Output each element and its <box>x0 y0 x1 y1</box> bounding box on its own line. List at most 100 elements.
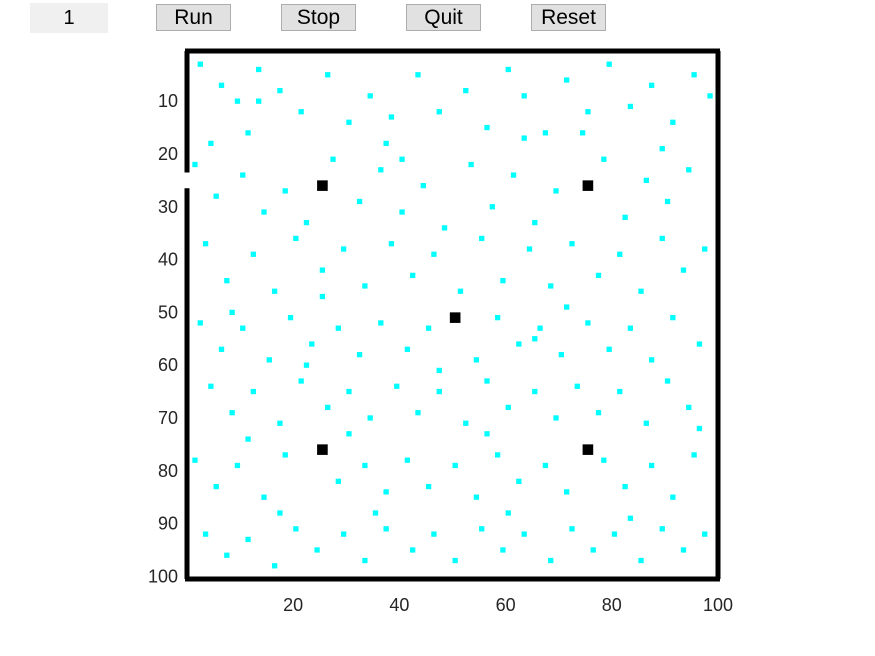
particle-cell <box>245 536 251 543</box>
particle-cell <box>415 410 421 416</box>
particle-cell <box>579 130 586 136</box>
particle-cell <box>617 251 623 257</box>
particle-cell <box>484 124 490 131</box>
particle-cell <box>659 526 665 532</box>
x-tick-label: 60 <box>496 595 516 615</box>
particle-cell <box>325 404 331 411</box>
particle-cell <box>202 531 209 537</box>
particle-cell <box>463 87 469 94</box>
particle-cell <box>192 457 198 463</box>
particle-cell <box>197 61 203 67</box>
particle-cell <box>548 557 554 564</box>
particle-cell <box>670 494 676 500</box>
particle-cell <box>208 140 214 147</box>
particle-cell <box>532 219 538 226</box>
particle-cell <box>441 225 448 231</box>
particle-cell <box>362 557 368 564</box>
iteration-counter: 1 <box>30 3 108 33</box>
particle-cell <box>404 457 411 463</box>
particle-cell <box>213 193 219 199</box>
x-tick-label: 80 <box>602 595 622 615</box>
particle-cell <box>415 72 421 78</box>
source-cell <box>449 312 461 323</box>
particle-cell <box>192 161 198 168</box>
particle-cell <box>484 431 490 437</box>
particle-cell <box>309 341 315 347</box>
particle-cell <box>367 415 373 421</box>
source-layer <box>317 180 594 455</box>
particle-cell <box>234 98 241 104</box>
particle-cell <box>670 119 676 125</box>
particle-cell <box>383 140 389 147</box>
source-cell <box>317 444 328 455</box>
particle-cell <box>659 146 665 152</box>
particle-cell <box>330 156 336 162</box>
y-axis-ticks: 10 20 30 40 50 60 70 80 90 100 <box>148 91 178 586</box>
particle-cell <box>383 526 389 532</box>
particle-cell <box>680 267 687 273</box>
particle-cell <box>532 388 538 395</box>
particle-cell <box>479 526 485 532</box>
particle-cell <box>648 357 655 363</box>
particle-cell <box>399 209 405 215</box>
particle-cell <box>590 547 596 553</box>
particle-cell <box>595 410 602 416</box>
particle-cell <box>340 246 347 252</box>
particle-cell <box>532 336 538 342</box>
particle-cell <box>234 462 241 469</box>
particle-cell <box>473 494 480 500</box>
particle-cell <box>585 109 591 115</box>
particle-cell <box>659 235 665 242</box>
particle-cell <box>564 77 570 83</box>
particle-cell <box>229 410 235 416</box>
particle-cell <box>702 246 708 252</box>
particle-cell <box>335 325 341 331</box>
particle-cell <box>505 404 511 411</box>
particle-cell <box>261 209 267 215</box>
particle-cell <box>208 383 214 389</box>
particle-cell <box>340 531 347 537</box>
particle-cell <box>378 320 384 326</box>
particle-cell <box>670 315 676 321</box>
particle-cell <box>564 489 570 495</box>
particle-cell <box>356 198 363 205</box>
particle-cell <box>224 552 230 558</box>
particle-cell <box>277 420 283 426</box>
particle-cell <box>526 246 533 252</box>
particle-cell <box>617 388 623 395</box>
y-tick-label: 30 <box>158 197 178 217</box>
particle-cell <box>250 388 257 395</box>
particle-cell <box>298 378 304 384</box>
particle-cell <box>595 272 602 279</box>
stop-button[interactable]: Stop <box>281 4 356 31</box>
particle-cell <box>707 93 713 99</box>
particle-cell <box>346 119 352 125</box>
particle-cell <box>245 436 251 442</box>
particle-cell <box>627 325 634 331</box>
particle-cell <box>282 188 288 194</box>
particle-cell <box>277 510 283 516</box>
particle-cell <box>319 293 326 300</box>
particle-cell <box>356 351 363 358</box>
reset-button[interactable]: Reset <box>531 4 606 31</box>
run-button[interactable]: Run <box>156 4 231 31</box>
particle-cell <box>569 526 575 532</box>
particle-cell <box>468 161 474 168</box>
particle-cell <box>569 241 575 247</box>
particle-cell <box>643 420 649 426</box>
particle-cell <box>394 383 400 389</box>
particle-cell <box>197 320 203 326</box>
particle-cell <box>256 98 262 104</box>
particle-cell <box>484 378 490 384</box>
particle-cell <box>229 309 235 315</box>
quit-button[interactable]: Quit <box>406 4 481 31</box>
particle-cell <box>585 320 591 326</box>
particle-cell <box>553 415 559 421</box>
particle-cell <box>319 267 326 273</box>
particle-cell <box>436 388 442 395</box>
particle-cell <box>510 172 517 178</box>
particle-cell <box>664 198 671 205</box>
particle-cell <box>218 82 225 88</box>
particle-cell <box>298 109 304 115</box>
